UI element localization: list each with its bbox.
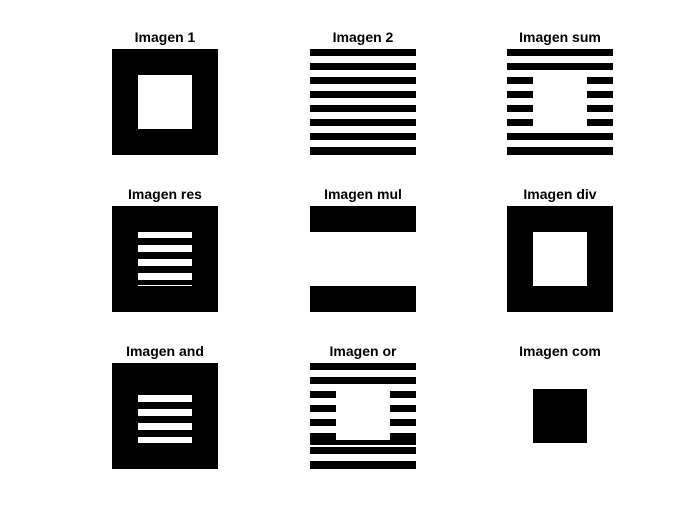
panel-title: Imagen res	[128, 186, 202, 202]
image-imagen-mul	[310, 206, 416, 312]
image-imagen-or	[310, 363, 416, 469]
image-imagen-com	[507, 363, 613, 469]
panel-title: Imagen 2	[332, 29, 394, 45]
image-imagen-div	[507, 206, 613, 312]
image-imagen-2	[310, 49, 416, 155]
image-imagen-res	[112, 206, 218, 312]
panel-title: Imagen mul	[324, 186, 402, 202]
panel-title: Imagen div	[523, 186, 597, 202]
panel-title: Imagen sum	[519, 29, 601, 45]
panel-title: Imagen and	[126, 343, 204, 359]
image-imagen-sum	[507, 49, 613, 155]
image-imagen-and	[112, 363, 218, 469]
panel-title: Imagen 1	[134, 29, 196, 45]
panel-title: Imagen com	[519, 343, 601, 359]
image-imagen-1	[112, 49, 218, 155]
panel-title: Imagen or	[329, 343, 397, 359]
